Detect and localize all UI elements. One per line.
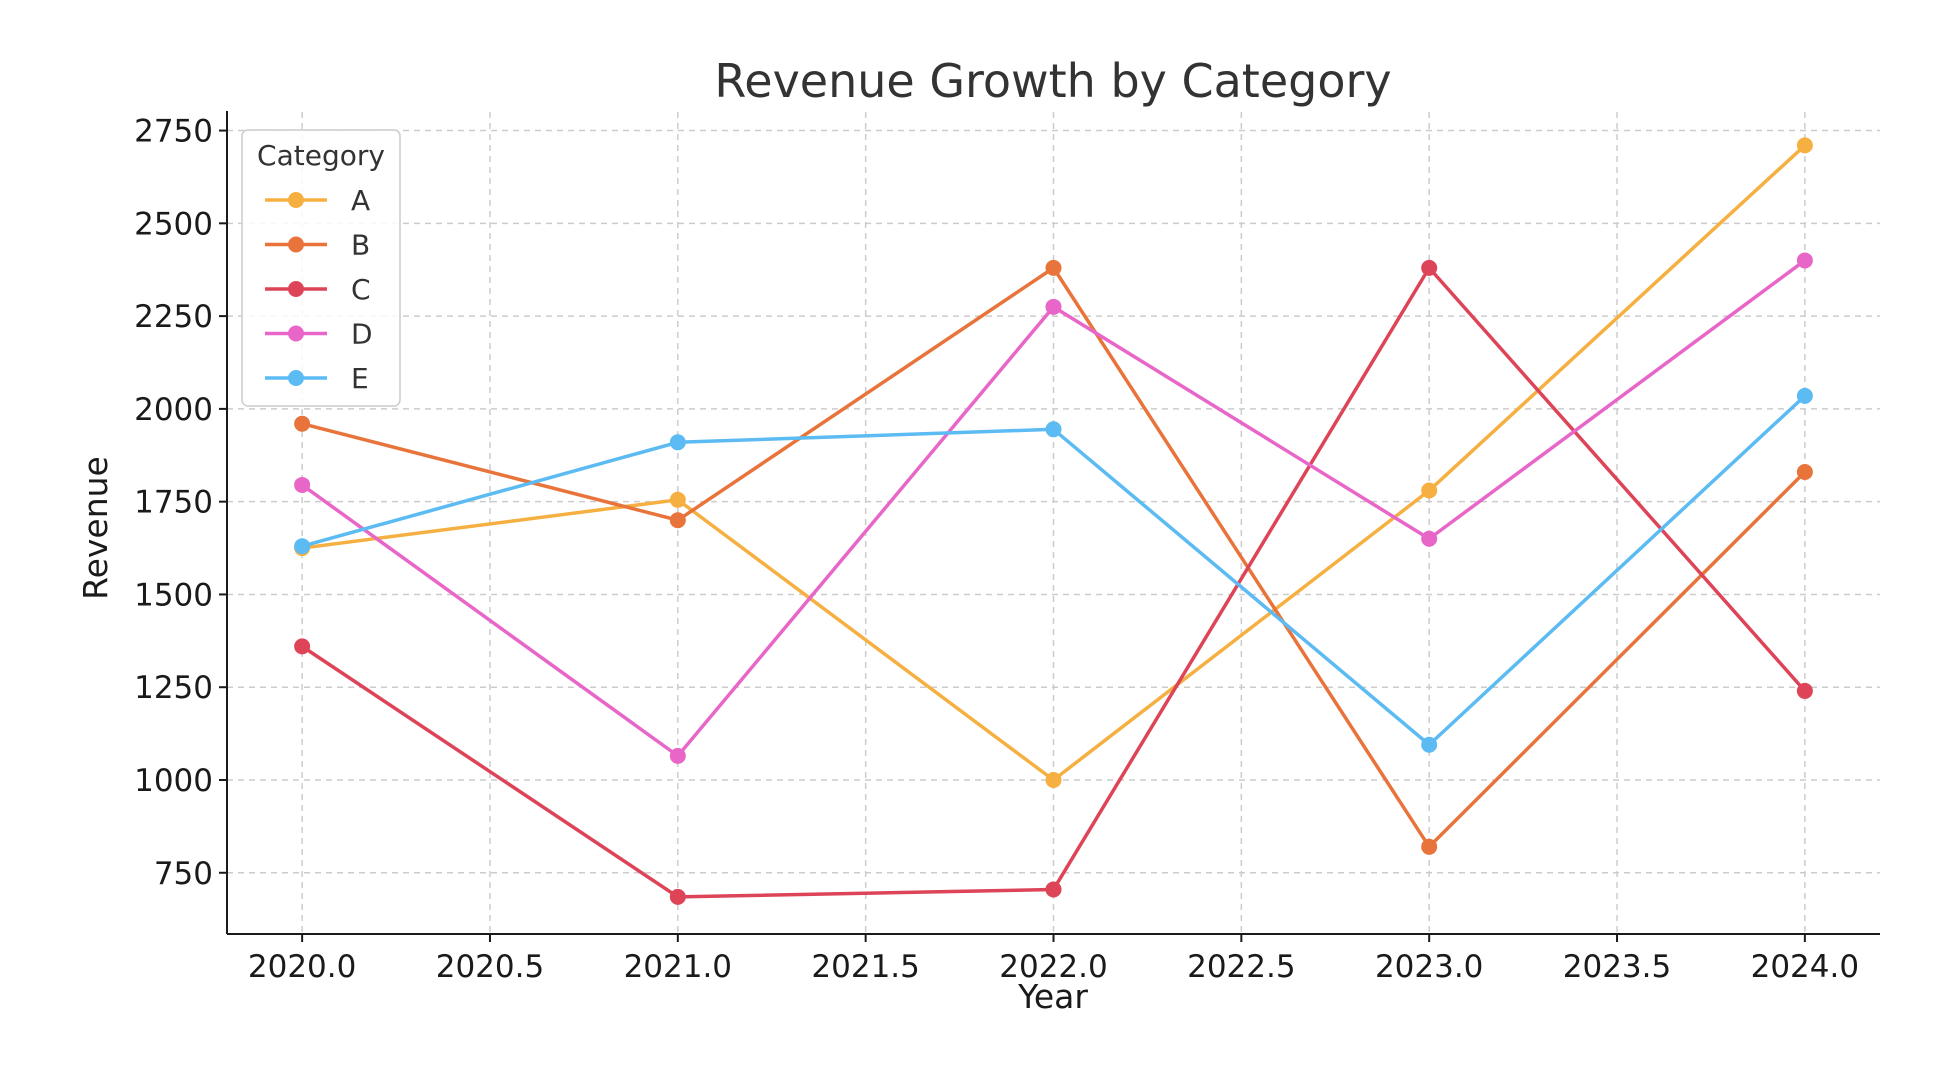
x-axis-label: Year	[1017, 977, 1088, 1016]
series-E	[294, 387, 1813, 753]
data-point	[1421, 482, 1438, 499]
data-point	[1421, 736, 1438, 753]
y-tick-label: 1750	[134, 485, 213, 521]
data-point	[1796, 137, 1813, 154]
data-point	[1045, 298, 1062, 315]
y-tick-label: 1250	[134, 670, 213, 706]
data-point	[669, 747, 686, 764]
data-point	[294, 476, 311, 493]
data-point	[1421, 530, 1438, 547]
x-tick-label: 2021.0	[624, 949, 732, 985]
y-axis-label: Revenue	[76, 456, 115, 600]
legend-label: D	[351, 318, 373, 351]
legend-label: A	[351, 184, 370, 217]
y-tick-label: 2250	[134, 299, 213, 335]
y-tick-label: 750	[154, 856, 213, 892]
data-point	[669, 888, 686, 905]
data-point	[1045, 771, 1062, 788]
legend-label: C	[351, 273, 371, 306]
series-C	[294, 259, 1813, 905]
grid	[227, 112, 1880, 934]
data-point	[669, 512, 686, 529]
data-point	[1421, 259, 1438, 276]
series-D	[294, 252, 1813, 764]
data-point	[1796, 463, 1813, 480]
data-point	[1796, 252, 1813, 269]
x-tick-label: 2022.5	[1187, 949, 1295, 985]
y-tick-label: 2500	[134, 206, 213, 242]
legend-item-E: E	[265, 362, 369, 395]
series-lines	[294, 137, 1813, 905]
legend-label: B	[351, 229, 370, 262]
y-axis-ticks: 750 1000 1250 1500 1750 2000 2250 2500 2750	[134, 114, 227, 892]
legend-title: Category	[257, 139, 385, 172]
legend-item-D: D	[265, 318, 373, 351]
x-tick-label: 2023.0	[1375, 949, 1483, 985]
series-B	[294, 259, 1813, 855]
legend-marker	[288, 236, 304, 253]
series-line	[301, 394, 1807, 747]
legend-marker	[288, 370, 304, 386]
data-point	[1421, 838, 1438, 855]
y-tick-label: 1500	[134, 577, 213, 613]
legend-item-C: C	[265, 273, 371, 306]
y-tick-label: 2750	[134, 114, 213, 150]
series-line	[301, 266, 1807, 899]
series-A	[294, 137, 1813, 788]
legend-marker	[288, 325, 304, 342]
data-point	[294, 415, 311, 432]
data-point	[669, 434, 686, 451]
data-point	[1045, 881, 1062, 898]
x-tick-label: 2021.5	[811, 949, 919, 985]
x-tick-label: 2020.5	[436, 949, 544, 985]
y-tick-label: 1000	[134, 763, 213, 799]
data-point	[1045, 259, 1062, 276]
x-axis-ticks: 2020.0 2020.5 2021.0 2021.5 2022.0 2022.5 2023…	[248, 934, 1859, 985]
legend-item-B: B	[265, 229, 370, 262]
data-point	[294, 638, 311, 655]
x-tick-label: 2020.0	[248, 949, 356, 985]
legend-marker	[288, 281, 304, 297]
data-point	[294, 538, 311, 555]
data-point	[1796, 387, 1813, 404]
x-tick-label: 2024.0	[1751, 949, 1859, 985]
data-point	[669, 491, 686, 508]
data-point	[1045, 421, 1062, 438]
x-tick-label: 2022.0	[999, 949, 1107, 985]
chart-title: Revenue Growth by Category	[714, 54, 1391, 108]
legend-label: E	[351, 362, 369, 395]
data-point	[1796, 682, 1813, 699]
x-tick-label: 2023.5	[1563, 949, 1671, 985]
legend-marker	[288, 192, 304, 208]
y-tick-label: 2000	[134, 392, 213, 428]
legend-item-A: A	[265, 184, 370, 217]
